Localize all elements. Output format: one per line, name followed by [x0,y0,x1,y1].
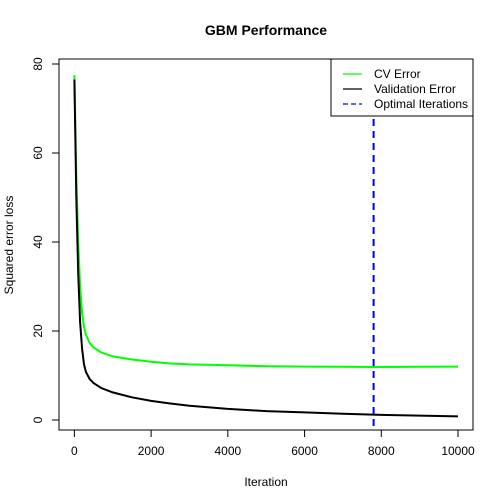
x-tick-label: 10000 [441,444,475,458]
legend-label-optimal-iterations: Optimal Iterations [374,97,468,111]
legend-box [330,58,474,117]
y-axis-title: Squared error loss [2,196,16,295]
y-tick-label: 40 [31,235,45,249]
x-axis-title: Iteration [244,475,287,489]
x-tick-label: 6000 [291,444,318,458]
y-tick-label: 60 [31,146,45,160]
y-tick-label: 0 [31,416,45,423]
legend-label-validation-error: Validation Error [374,82,456,96]
series-cv-error [73,75,459,369]
x-tick-label: 8000 [368,444,395,458]
x-tick-label: 4000 [214,444,241,458]
legend-label-cv-error: CV Error [374,67,421,81]
y-axis: 0 20 40 60 80 [31,57,60,423]
x-tick-label: 0 [71,444,78,458]
chart-title: GBM Performance [205,22,327,38]
series-validation-error [73,79,459,418]
x-tick-label: 2000 [138,444,165,458]
series-layer [73,59,459,430]
y-tick-label: 20 [31,324,45,338]
x-axis: 0 2000 4000 6000 8000 10000 [71,429,475,458]
y-tick-label: 80 [31,57,45,71]
